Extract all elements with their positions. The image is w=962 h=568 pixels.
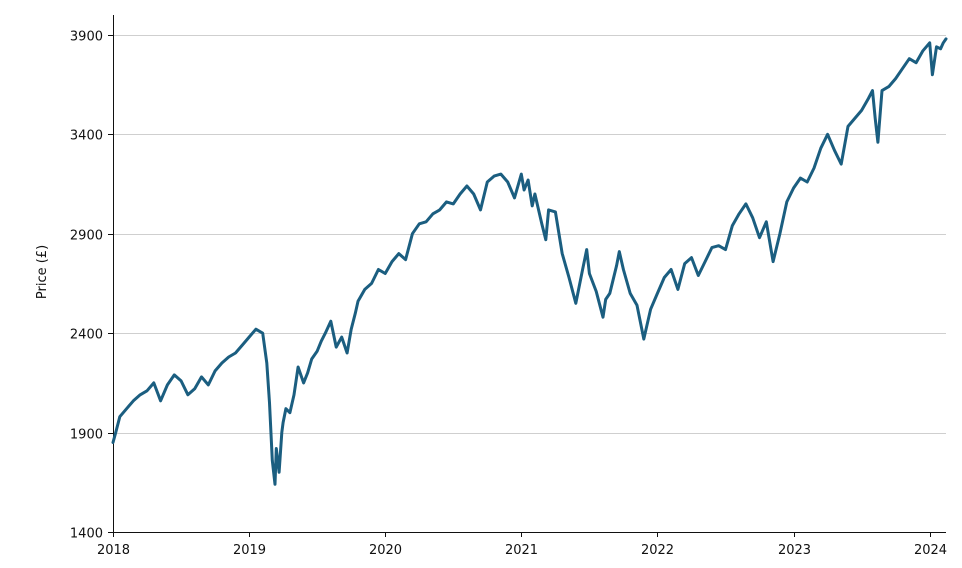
- x-tick-label: 2022: [641, 543, 674, 558]
- series: [111, 37, 948, 486]
- y-tick-label: 3400: [70, 129, 103, 144]
- x-tick-label: 2019: [233, 543, 266, 558]
- x-tick-label: 2020: [369, 543, 402, 558]
- x-tick-label: 2018: [97, 543, 130, 558]
- y-ticks: 1400 1900 2400 2900 3400 3900: [70, 30, 113, 542]
- y-tick-label: 1900: [70, 428, 103, 443]
- axes: [113, 15, 946, 533]
- series-line-price: [111, 37, 948, 486]
- x-ticks: 2018 2019 2020 2021 2022 2023 2024: [97, 532, 947, 558]
- y-tick-label: 2900: [70, 229, 103, 244]
- y-tick-label: 1400: [70, 527, 103, 542]
- y-tick-label: 2400: [70, 328, 103, 343]
- y-tick-label: 3900: [70, 30, 103, 45]
- x-tick-label: 2023: [778, 543, 811, 558]
- x-tick-label: 2021: [505, 543, 538, 558]
- gridlines: [113, 35, 946, 434]
- y-axis-title: Price (£): [35, 245, 50, 299]
- x-tick-label: 2024: [914, 543, 947, 558]
